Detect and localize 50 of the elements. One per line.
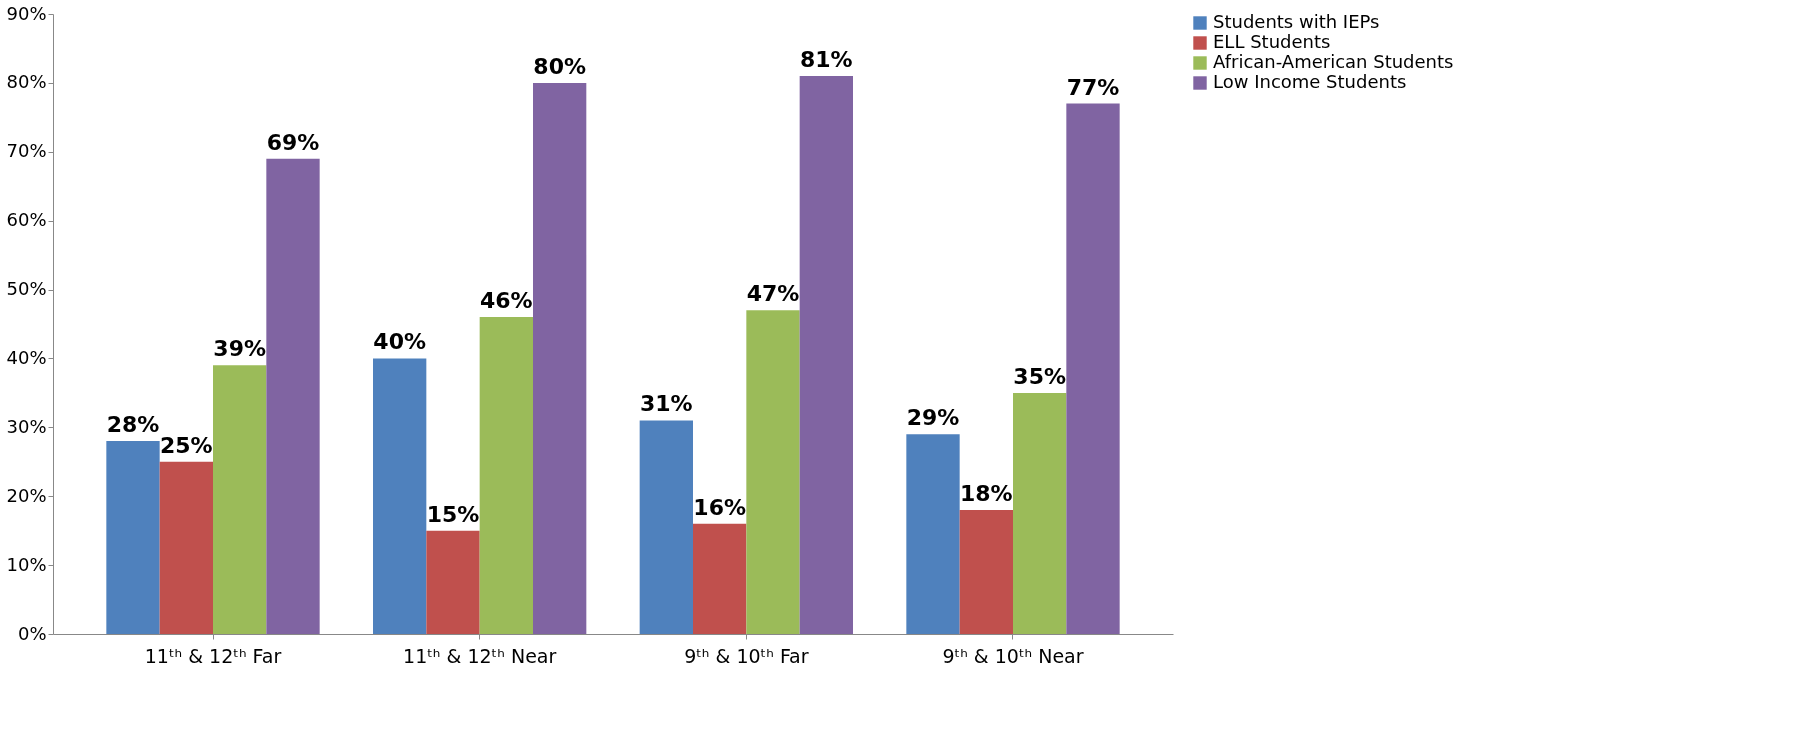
data-label: 80%	[533, 53, 586, 79]
data-label: 29%	[906, 405, 960, 431]
y-tick-label: 70%	[6, 140, 47, 162]
y-tick-label: 0%	[17, 622, 47, 644]
data-label: 35%	[1013, 363, 1066, 389]
data-label: 47%	[746, 281, 800, 307]
bar	[426, 530, 480, 634]
x-tick-label: 9ᵗʰ & 10ᵗʰ Near	[942, 644, 1084, 667]
y-tick-label: 40%	[6, 346, 47, 368]
data-label: 28%	[106, 412, 160, 438]
data-label: 16%	[693, 494, 746, 520]
data-label: 25%	[160, 432, 213, 458]
bar	[959, 510, 1013, 634]
bar	[746, 310, 800, 634]
bar	[799, 76, 853, 634]
x-tick-label: 9ᵗʰ & 10ᵗʰ Far	[684, 644, 809, 667]
legend-label: ELL Students	[1213, 31, 1331, 52]
y-tick-label: 60%	[6, 209, 47, 231]
data-label: 69%	[266, 129, 320, 155]
bar	[266, 158, 320, 634]
x-tick-label: 11ᵗʰ & 12ᵗʰ Far	[144, 644, 282, 667]
bar	[213, 365, 267, 634]
bar	[906, 434, 960, 634]
y-tick-label: 30%	[6, 415, 47, 437]
bar	[106, 441, 160, 634]
y-tick-label: 90%	[6, 2, 47, 24]
data-label: 31%	[640, 391, 693, 417]
y-tick-label: 80%	[6, 71, 47, 93]
bar	[1066, 103, 1120, 634]
data-label: 81%	[800, 47, 853, 72]
bar	[639, 420, 693, 634]
data-label: 77%	[1066, 74, 1120, 100]
bar	[693, 523, 747, 634]
data-label: 40%	[373, 329, 426, 355]
y-tick-label: 10%	[6, 553, 47, 575]
data-label: 46%	[480, 288, 533, 314]
legend-label: Low Income Students	[1213, 71, 1407, 92]
data-label: 15%	[426, 501, 480, 527]
bar	[1013, 392, 1067, 634]
bar	[159, 461, 213, 634]
bar	[533, 82, 587, 634]
data-label: 39%	[213, 336, 266, 362]
legend-label: Students with IEPs	[1213, 11, 1380, 32]
data-label: 18%	[960, 481, 1013, 506]
y-tick-label: 20%	[6, 484, 47, 506]
x-tick-label: 11ᵗʰ & 12ᵗʰ Near	[403, 644, 557, 667]
legend-label: African-American Students	[1213, 51, 1454, 72]
bar	[373, 358, 427, 634]
y-tick-label: 50%	[6, 278, 47, 300]
bar	[479, 317, 533, 634]
